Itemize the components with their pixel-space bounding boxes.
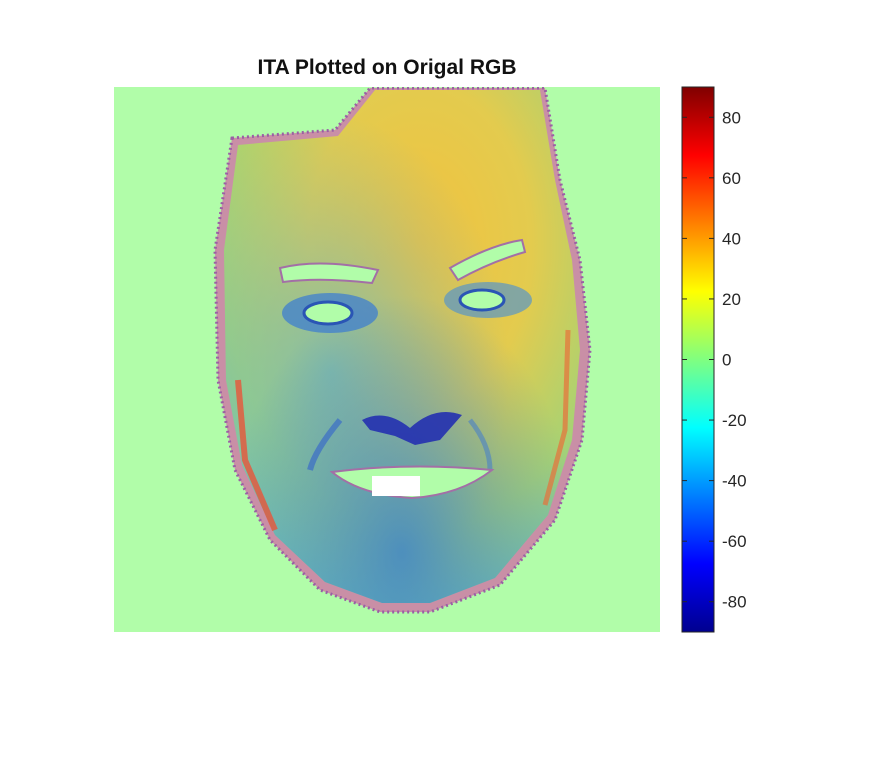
face-rim-left xyxy=(235,379,278,532)
chart-title: ITA Plotted on Origal RGB xyxy=(257,56,517,79)
left-nasolabial-fold xyxy=(307,418,343,471)
right-eye xyxy=(458,288,506,312)
face-heatmap xyxy=(213,87,592,614)
colorbar-tick-label: -80 xyxy=(722,593,747,612)
colorbar-tick-label: 80 xyxy=(722,108,741,127)
colorbar-tick-label: 20 xyxy=(722,290,741,309)
colorbar-tick-label: -60 xyxy=(722,532,747,551)
nose-base xyxy=(362,411,462,445)
colorbar-tick-label: 0 xyxy=(722,351,731,370)
chin-shading xyxy=(224,90,580,603)
face-rim-right xyxy=(542,329,571,506)
left-eyebrow xyxy=(278,262,380,285)
right-nasolabial-fold xyxy=(468,418,493,471)
colorbar xyxy=(681,86,715,633)
colorbar-tick-label: 40 xyxy=(722,229,741,248)
colorbar-tick-label: -20 xyxy=(722,411,747,430)
colorbar-tick-label: 60 xyxy=(722,169,741,188)
colorbar-tick-label: -40 xyxy=(722,472,747,491)
teeth xyxy=(372,476,420,496)
colorbar-ticks: 80 60 40 20 0 -20 -40 -60 -80 xyxy=(682,108,747,612)
right-eyebrow xyxy=(448,238,527,282)
left-eye xyxy=(302,300,354,326)
